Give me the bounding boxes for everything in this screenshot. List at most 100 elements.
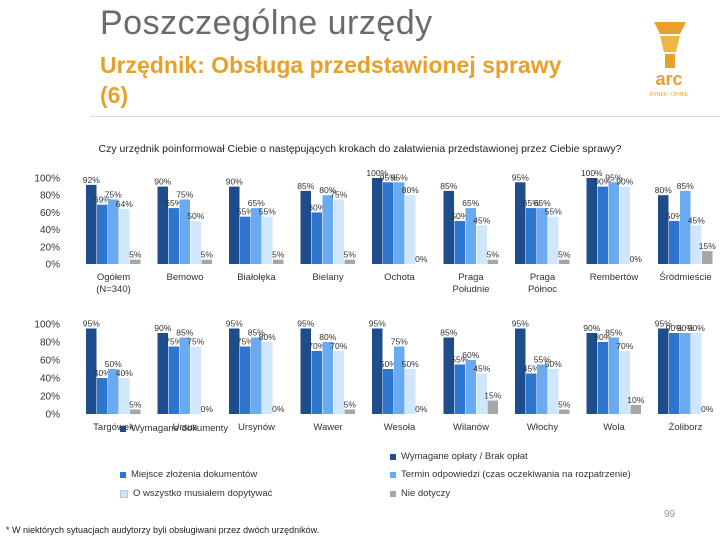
category-label: Bielany: [312, 272, 343, 283]
bar: [119, 378, 130, 414]
category-label: Ursus: [173, 422, 198, 433]
bar: [465, 208, 476, 264]
data-label: 10%: [627, 395, 644, 405]
legend-label: Termin odpowiedzi (czas oczekiwania na r…: [401, 469, 631, 480]
category-label: Targówek: [93, 422, 134, 433]
bar: [443, 190, 454, 264]
data-label: 50%: [451, 211, 468, 221]
bar: [300, 190, 311, 264]
bar: [405, 195, 416, 264]
data-label: 90%: [688, 323, 705, 333]
bar: [251, 337, 262, 414]
category-label: Białołęka: [237, 272, 276, 283]
page-subtitle: Urzędnik: Obsługa przedstawionej sprawy …: [100, 52, 562, 108]
data-label: 0%: [630, 254, 643, 264]
data-label: 92%: [83, 175, 100, 185]
legend-item-0: Wymagane dokumenty: [120, 423, 228, 434]
data-label: 55%: [534, 355, 551, 365]
y-tick-label: 60%: [40, 356, 60, 367]
legend-swatch: [120, 425, 126, 432]
bar: [179, 199, 190, 264]
bar: [586, 333, 597, 414]
bar: [262, 216, 273, 264]
bar: [333, 199, 344, 264]
bar: [190, 346, 201, 414]
y-tick-label: 40%: [40, 225, 60, 236]
logo-tagline: RYNEK i OPINIE: [650, 92, 689, 98]
data-label: 80%: [594, 332, 611, 342]
data-label: 95%: [391, 172, 408, 182]
data-label: 65%: [165, 198, 182, 208]
bar: [394, 182, 405, 264]
bar: [190, 221, 201, 264]
bar-chart: 100%80%60%40%20%0%92%69%75%64%5%Ogółem (N…: [34, 168, 716, 433]
bar: [394, 346, 405, 414]
data-label: 90%: [226, 177, 243, 187]
category-label: Bemowo: [167, 272, 204, 283]
data-label: 0%: [415, 254, 428, 264]
data-label: 0%: [272, 404, 285, 414]
data-label: 95%: [512, 319, 529, 329]
data-label: 95%: [655, 319, 672, 329]
data-label: 85%: [297, 181, 314, 191]
bar: [537, 208, 548, 264]
page-title: Poszczególne urzędy: [100, 4, 433, 42]
bar: [559, 409, 570, 414]
y-tick-label: 20%: [40, 242, 60, 253]
y-tick-label: 80%: [40, 191, 60, 202]
logo-text: arc: [655, 69, 682, 89]
bar: [597, 342, 608, 414]
data-label: 95%: [369, 319, 386, 329]
data-label: 65%: [462, 198, 479, 208]
data-label: 45%: [523, 364, 540, 374]
y-tick-label: 0%: [46, 260, 61, 271]
legend-item-4: O wszystko musiałem dopytywać: [120, 488, 272, 499]
bar: [443, 337, 454, 414]
bar: [322, 195, 333, 264]
legend-label: O wszystko musiałem dopytywać: [133, 488, 273, 499]
data-label: 5%: [129, 400, 142, 410]
category-label: Wawer: [313, 422, 342, 433]
data-label: 65%: [534, 198, 551, 208]
bar: [515, 182, 526, 264]
data-label: 80%: [259, 332, 276, 342]
data-label: 55%: [237, 207, 254, 217]
legend-label: Wymagane opłaty / Brak opłat: [401, 451, 528, 462]
bar: [240, 216, 251, 264]
data-label: 60%: [308, 202, 325, 212]
bar: [608, 337, 619, 414]
data-label: 80%: [319, 332, 336, 342]
bar: [97, 204, 108, 264]
legend-swatch: [390, 490, 396, 497]
data-label: 90%: [154, 323, 171, 333]
page-number: 99: [664, 509, 676, 520]
bar: [526, 373, 537, 414]
data-label: 100%: [366, 168, 388, 178]
bar: [372, 178, 383, 264]
bar: [322, 342, 333, 414]
bar: [86, 328, 97, 414]
bar: [537, 364, 548, 414]
category-label: Żoliborz: [669, 422, 703, 433]
category-label: Włochy: [527, 422, 558, 433]
bar: [344, 409, 355, 414]
data-label: 15%: [699, 241, 716, 251]
bar: [86, 184, 97, 264]
arc-logo: arc RYNEK i OPINIE: [636, 18, 702, 100]
legend-item-2: Miejsce złożenia dokumentów: [120, 469, 257, 480]
data-label: 45%: [473, 215, 490, 225]
data-label: 5%: [558, 400, 571, 410]
data-label: 85%: [605, 328, 622, 338]
data-label: 90%: [154, 177, 171, 187]
bar: [130, 259, 141, 264]
data-label: 85%: [440, 181, 457, 191]
category-label: Praga Południe: [453, 272, 490, 295]
bar: [383, 369, 394, 414]
bar: [405, 369, 416, 414]
data-label: 5%: [344, 250, 357, 260]
data-label: 75%: [237, 337, 254, 347]
bar: [179, 337, 190, 414]
data-label: 0%: [701, 404, 714, 414]
data-label: 95%: [226, 319, 243, 329]
y-tick-label: 80%: [40, 338, 60, 349]
